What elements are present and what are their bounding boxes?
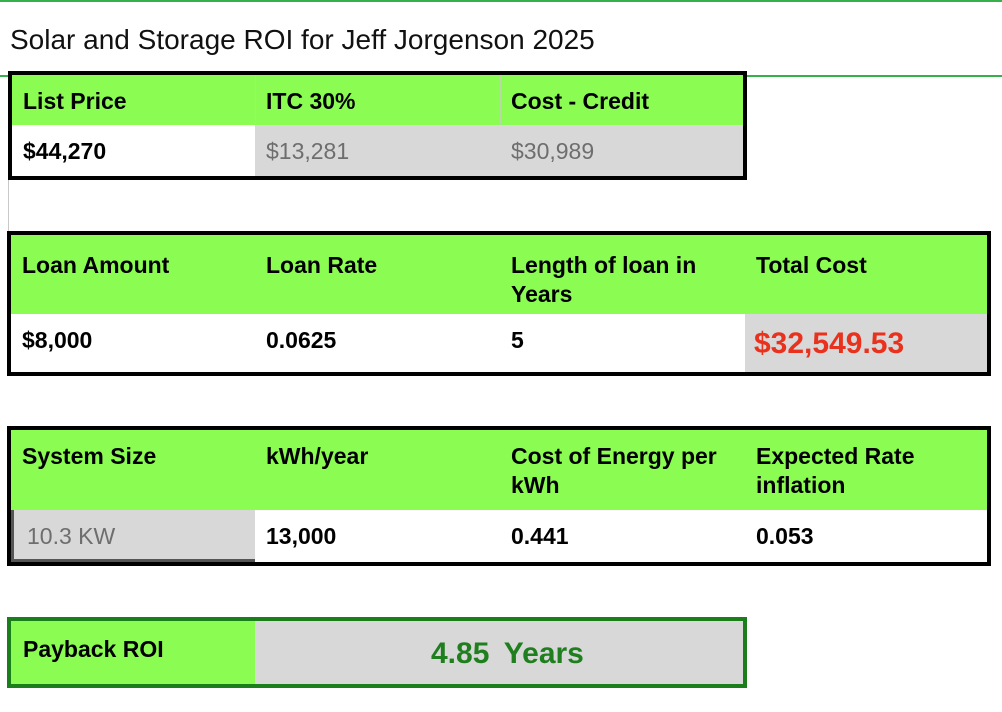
payback-label[interactable]: Payback ROI <box>11 621 255 684</box>
cell-loan-rate[interactable]: 0.0625 <box>266 327 337 353</box>
cell-loan-amount[interactable]: $8,000 <box>22 327 93 353</box>
cell-cost-credit[interactable]: $30,989 <box>500 125 743 176</box>
header-loan-rate[interactable]: Loan Rate <box>255 235 500 314</box>
left-gridline <box>8 176 9 232</box>
header-loan-amount[interactable]: Loan Amount <box>11 235 255 314</box>
column-divider <box>500 75 501 125</box>
header-cost-energy[interactable]: Cost of Energy per kWh <box>500 430 745 510</box>
top-gridline <box>0 0 1002 2</box>
sheet-title: Solar and Storage ROI for Jeff Jorgenson… <box>10 24 595 55</box>
header-itc[interactable]: ITC 30% <box>255 75 500 125</box>
header-cost-credit[interactable]: Cost - Credit <box>500 75 743 125</box>
payback-table: Payback ROI 4.85 Years <box>7 617 747 688</box>
cell-loan-length[interactable]: 5 <box>511 327 524 353</box>
cell-total-cost[interactable]: $32,549.53 <box>745 314 987 372</box>
cell-system-size[interactable]: 10.3 KW <box>11 510 255 562</box>
payback-value: 4.85 <box>431 637 490 670</box>
cell-rate-inflation[interactable]: 0.053 <box>756 523 814 549</box>
cell-list-price[interactable]: $44,270 <box>23 138 107 164</box>
system-table: System Size kWh/year Cost of Energy per … <box>7 426 991 566</box>
header-total-cost[interactable]: Total Cost <box>745 235 987 314</box>
cell-kwh-year[interactable]: 13,000 <box>266 523 337 549</box>
cell-cost-energy[interactable]: 0.441 <box>511 523 569 549</box>
header-rate-inflation[interactable]: Expected Rate inflation <box>745 430 987 510</box>
header-system-size[interactable]: System Size <box>11 430 255 510</box>
price-table: List Price ITC 30% Cost - Credit $44,270… <box>8 71 747 180</box>
header-loan-length[interactable]: Length of loan in Years <box>500 235 745 314</box>
payback-unit: Years <box>503 637 584 670</box>
cell-itc[interactable]: $13,281 <box>255 125 500 176</box>
column-divider <box>255 75 256 125</box>
payback-value-cell[interactable]: 4.85 Years <box>255 621 743 684</box>
loan-table: Loan Amount Loan Rate Length of loan in … <box>7 231 991 376</box>
header-list-price[interactable]: List Price <box>12 75 255 125</box>
header-kwh-year[interactable]: kWh/year <box>255 430 500 510</box>
